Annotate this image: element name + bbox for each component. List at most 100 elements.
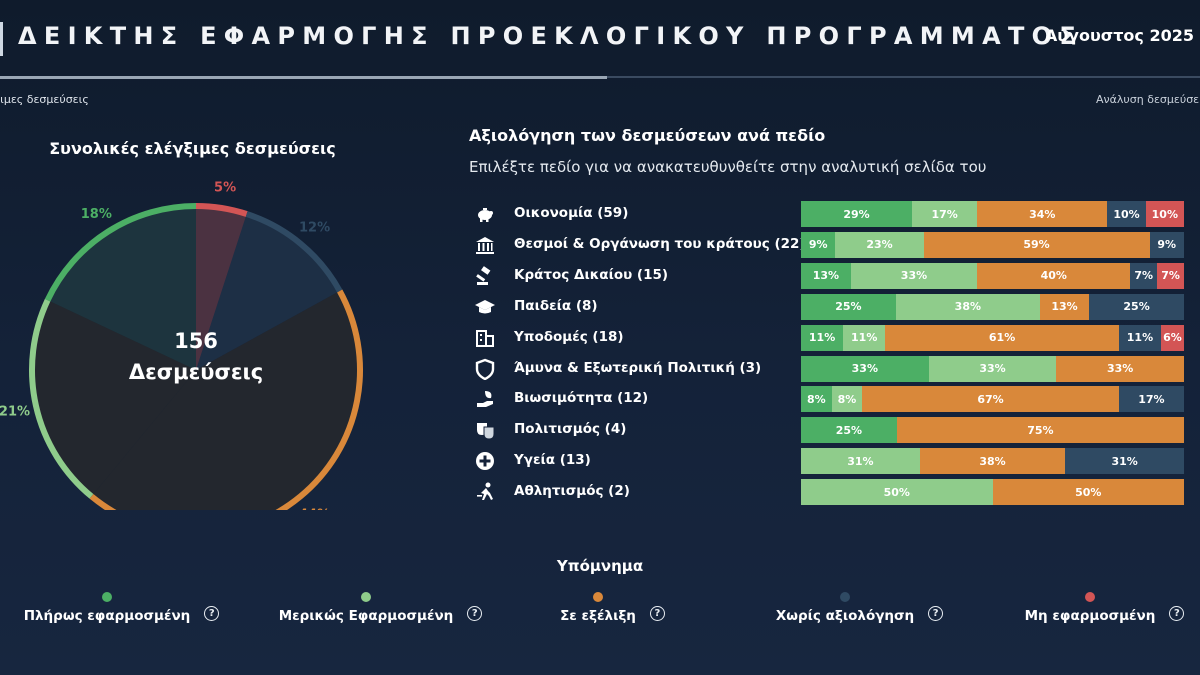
bar-segment-notimpl[interactable]: 7% xyxy=(1157,262,1184,289)
domain-row[interactable]: Πολιτισμός (4) 25% 75% xyxy=(474,417,1185,444)
bar-segment-progress[interactable]: 59% xyxy=(923,231,1150,258)
legend-label: Μερικώς Εφαρμοσμένη xyxy=(278,608,454,624)
bar-segment-progress[interactable]: 75% xyxy=(896,417,1184,444)
bar-segment-partial[interactable]: 11% xyxy=(843,324,886,351)
domain-label[interactable]: Κράτος Δικαίου (15) xyxy=(514,266,669,283)
bar-segment-full[interactable]: 25% xyxy=(801,293,896,320)
domain-label[interactable]: Οικονομία (59) xyxy=(514,205,629,221)
domain-row[interactable]: Υποδομές (18) 11% 11% 61% 11% 6% xyxy=(474,324,1185,351)
bar-segment-none[interactable]: 17% xyxy=(1118,386,1184,413)
bar-segment-progress[interactable]: 13% xyxy=(1039,293,1090,320)
domain-row[interactable]: Παιδεία (8) 25% 38% 13% 25% xyxy=(474,293,1185,320)
pie-title: Συνολικές ελέγξιμες δεσμεύσεις xyxy=(49,139,336,158)
stacked-bar[interactable]: 9% 23% 59% 9% xyxy=(801,231,1184,258)
bar-segment-progress[interactable]: 61% xyxy=(885,324,1119,351)
legend-item-progress: Σε εξέλιξη? xyxy=(0,592,1200,632)
legend-label: Μη εφαρμοσμένη xyxy=(1024,608,1156,624)
bar-segment-none[interactable]: 31% xyxy=(1065,448,1184,475)
domain-row[interactable]: Υγεία (13) 31% 38% 31% xyxy=(474,448,1185,475)
bar-segment-full[interactable]: 29% xyxy=(801,201,913,227)
bar-segment-notimpl[interactable]: 6% xyxy=(1161,324,1184,351)
domain-label[interactable]: Παιδεία (8) xyxy=(514,297,598,314)
domain-label[interactable]: Πολιτισμός (4) xyxy=(514,421,627,438)
bar-segment-partial[interactable]: 8% xyxy=(831,386,863,413)
commitments-pie-chart[interactable]: 5% 12% 44% 21% 18% 156 Δεσμεύσεις xyxy=(0,170,390,510)
pie-label-progress: 44% xyxy=(299,507,330,510)
domain-row[interactable]: Οικονομία (59) 29% 17% 34% 10% 10% xyxy=(474,201,1185,227)
pie-center-label: Δεσμεύσεις xyxy=(129,360,263,384)
bar-segment-partial[interactable]: 33% xyxy=(928,355,1057,382)
theater-masks-icon xyxy=(474,419,496,441)
bar-segment-full[interactable]: 13% xyxy=(801,262,851,289)
bar-segment-partial[interactable]: 23% xyxy=(835,231,924,258)
domain-label[interactable]: Βιωσιμότητα (12) xyxy=(514,390,649,407)
bar-segment-full[interactable]: 33% xyxy=(801,355,929,382)
help-icon[interactable]: ? xyxy=(928,606,944,621)
pie-slice-none[interactable] xyxy=(196,214,340,370)
bar-segment-partial[interactable]: 50% xyxy=(801,479,993,506)
domain-label[interactable]: Άμυνα & Εξωτερική Πολιτική (3) xyxy=(514,359,762,376)
pie-slice-progress[interactable] xyxy=(91,290,360,510)
stacked-bar[interactable]: 33% 33% 33% xyxy=(801,355,1184,382)
stacked-bar[interactable]: 8% 8% 67% 17% xyxy=(801,386,1184,413)
graduation-cap-icon xyxy=(474,296,496,318)
bar-segment-progress[interactable]: 34% xyxy=(977,201,1108,227)
domain-row[interactable]: Αθλητισμός (2) 50% 50% xyxy=(474,479,1185,506)
page-title: ΔΕΙΚΤΗΣ ΕΦΑΡΜΟΓΗΣ ΠΡΟΕΚΛΟΓΙΚΟΥ ΠΡΟΓΡΑΜΜΑ… xyxy=(18,22,1084,50)
bar-segment-notimpl[interactable]: 10% xyxy=(1145,201,1184,227)
pie-ring-none xyxy=(245,211,343,293)
pie-slice-full[interactable] xyxy=(47,206,196,370)
stacked-bar[interactable]: 50% 50% xyxy=(801,479,1184,506)
domain-label[interactable]: Αθλητισμός (2) xyxy=(514,483,630,500)
bar-segment-progress[interactable]: 67% xyxy=(862,386,1119,413)
building-icon xyxy=(474,327,496,349)
domain-row[interactable]: Θεσμοί & Οργάνωση του κράτους (22) 9% 23% 5… xyxy=(474,231,1185,258)
bar-segment-progress[interactable]: 40% xyxy=(977,262,1131,289)
active-tab-indicator[interactable] xyxy=(0,76,607,79)
pie-slice-notimpl[interactable] xyxy=(196,206,247,370)
stacked-bar[interactable]: 13% 33% 40% 7% 7% xyxy=(801,262,1184,289)
bar-segment-progress[interactable]: 38% xyxy=(919,448,1066,475)
stacked-bar[interactable]: 25% 75% xyxy=(801,417,1184,444)
help-icon[interactable]: ? xyxy=(1169,606,1185,621)
bar-segment-none[interactable]: 7% xyxy=(1130,262,1158,289)
stacked-bar[interactable]: 31% 38% 31% xyxy=(801,448,1184,475)
help-icon[interactable]: ? xyxy=(649,606,665,621)
bar-segment-partial[interactable]: 17% xyxy=(912,201,978,227)
bar-segment-progress[interactable]: 33% xyxy=(1056,355,1184,382)
bar-segment-full[interactable]: 9% xyxy=(801,231,836,258)
bar-segment-full[interactable]: 8% xyxy=(801,386,832,413)
pie-slice-partial[interactable] xyxy=(32,300,197,497)
domain-row[interactable]: Άμυνα & Εξωτερική Πολιτική (3) 33% 33% 33% xyxy=(474,355,1185,382)
domain-label[interactable]: Θεσμοί & Οργάνωση του κράτους (22) xyxy=(514,235,806,252)
bar-segment-none[interactable]: 11% xyxy=(1118,324,1161,351)
stacked-bar[interactable]: 29% 17% 34% 10% 10% xyxy=(801,201,1184,227)
tab-commitments[interactable]: ξιμες δεσμεύσεις xyxy=(0,93,89,106)
bar-segment-none[interactable]: 10% xyxy=(1107,201,1146,227)
bar-segment-partial[interactable]: 31% xyxy=(801,448,920,475)
bar-segment-progress[interactable]: 50% xyxy=(992,479,1184,506)
pie-label-partial: 21% xyxy=(0,405,30,420)
domain-label[interactable]: Υγεία (13) xyxy=(514,452,591,469)
stacked-bar[interactable]: 11% 11% 61% 11% 6% xyxy=(801,324,1184,351)
institution-icon xyxy=(474,234,496,256)
bar-segment-partial[interactable]: 33% xyxy=(850,262,978,289)
legend-item-none: Χωρίς αξιολόγηση? xyxy=(0,592,1200,632)
bar-segment-none[interactable]: 25% xyxy=(1089,293,1184,320)
stacked-bar[interactable]: 25% 38% 13% 25% xyxy=(801,293,1184,320)
help-icon[interactable]: ? xyxy=(204,606,220,621)
domain-row[interactable]: Κράτος Δικαίου (15) 13% 33% 40% 7% 7% xyxy=(474,262,1185,289)
tab-analysis[interactable]: Ανάλυση δεσμεύσε xyxy=(1096,93,1200,106)
legend-item-full: Πλήρως εφαρμοσμένη? xyxy=(0,592,1200,632)
bars-subtitle: Επιλέξτε πεδίο για να ανακατευθυνθείτε σ… xyxy=(469,158,987,176)
help-icon[interactable]: ? xyxy=(467,606,483,621)
bar-segment-none[interactable]: 9% xyxy=(1149,231,1184,258)
bar-segment-full[interactable]: 25% xyxy=(801,417,897,444)
legend-dot-none xyxy=(840,592,850,602)
domain-label[interactable]: Υποδομές (18) xyxy=(514,328,624,345)
legend-label: Πλήρως εφαρμοσμένη xyxy=(23,608,191,624)
bar-segment-partial[interactable]: 38% xyxy=(895,293,1040,320)
runner-icon xyxy=(474,481,496,503)
domain-row[interactable]: Βιωσιμότητα (12) 8% 8% 67% 17% xyxy=(474,386,1185,413)
bar-segment-full[interactable]: 11% xyxy=(801,324,844,351)
